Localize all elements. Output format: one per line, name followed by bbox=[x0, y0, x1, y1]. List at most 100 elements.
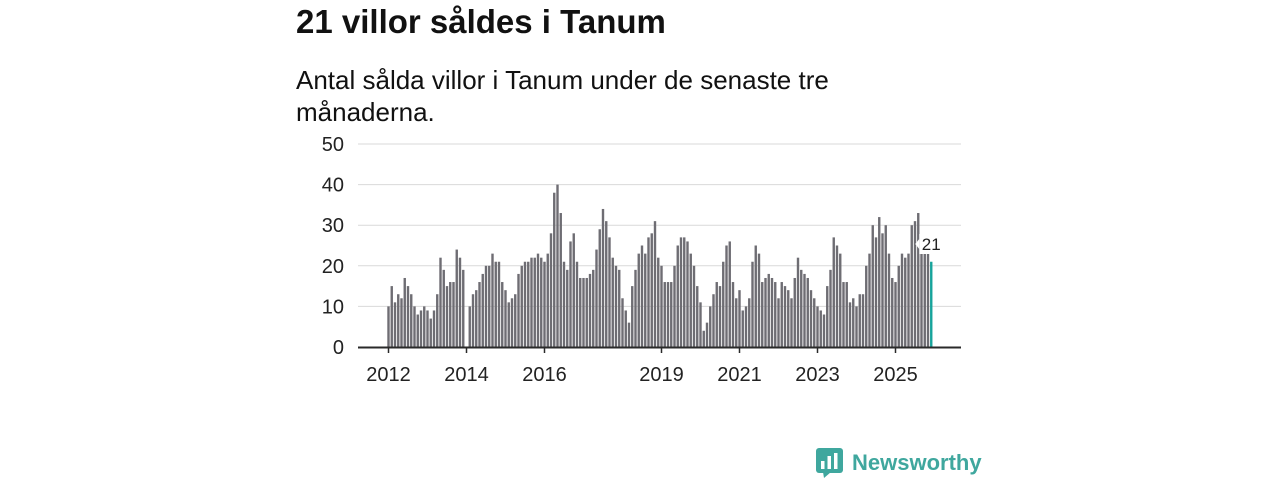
bar-2018-12 bbox=[657, 257, 660, 347]
bar-2019-05 bbox=[673, 265, 676, 347]
y-axis: 0 10 20 30 40 50 bbox=[322, 134, 344, 359]
bar-2016-05 bbox=[556, 184, 559, 347]
bar-2012-01 bbox=[387, 306, 390, 347]
highlight-bar-2025-12 bbox=[930, 261, 933, 347]
bar-2017-01 bbox=[582, 277, 585, 347]
bar-2014-11 bbox=[497, 261, 501, 347]
bar-2013-05 bbox=[439, 257, 442, 347]
bar-2020-12 bbox=[735, 298, 738, 347]
x-tick-label: 2025 bbox=[873, 364, 918, 386]
bar-2022-10 bbox=[806, 277, 809, 347]
bar-2013-03 bbox=[432, 310, 436, 347]
bar-2025-11 bbox=[926, 253, 930, 347]
bar-2021-11 bbox=[770, 277, 774, 347]
bar-2012-07 bbox=[406, 286, 410, 347]
bar-2019-10 bbox=[689, 253, 692, 347]
bar-2021-02 bbox=[741, 310, 744, 347]
bar-2023-12 bbox=[852, 298, 855, 347]
bar-2012-08 bbox=[410, 294, 413, 347]
data-label-pointer bbox=[915, 239, 920, 249]
bar-2018-06 bbox=[637, 253, 640, 347]
bar-2012-03 bbox=[393, 302, 397, 347]
bar-2024-11 bbox=[887, 253, 891, 347]
bar-2021-09 bbox=[764, 277, 767, 347]
bar-2016-11 bbox=[575, 261, 579, 347]
bar-2015-06 bbox=[520, 265, 523, 347]
bar-2025-07 bbox=[913, 221, 917, 347]
bar-2020-02 bbox=[702, 330, 705, 347]
bar-2022-07 bbox=[796, 257, 800, 347]
bar-2015-11 bbox=[536, 253, 540, 347]
y-tick-label: 30 bbox=[322, 215, 344, 237]
bar-2018-03 bbox=[627, 322, 631, 347]
bar-2021-08 bbox=[761, 282, 764, 347]
bar-2017-03 bbox=[588, 273, 592, 347]
bar-2014-06 bbox=[481, 273, 484, 347]
bar-2021-05 bbox=[751, 261, 754, 347]
bar-2023-08 bbox=[839, 253, 842, 347]
bar-2019-04 bbox=[670, 282, 673, 347]
bar-2016-10 bbox=[572, 233, 575, 347]
bar-2013-09 bbox=[452, 282, 455, 347]
bar-2016-06 bbox=[559, 213, 562, 347]
bar-2024-08 bbox=[878, 217, 881, 347]
y-tick-label: 20 bbox=[322, 256, 344, 278]
bar-2016-02 bbox=[546, 253, 549, 347]
bar-2017-10 bbox=[611, 257, 614, 347]
bar-2018-09 bbox=[647, 237, 650, 347]
bar-2016-08 bbox=[566, 269, 569, 347]
bar-2024-09 bbox=[881, 233, 884, 347]
bar-2022-09 bbox=[803, 273, 806, 347]
bar-2016-04 bbox=[553, 192, 556, 347]
y-tick-label: 10 bbox=[322, 296, 344, 318]
bar-2020-03 bbox=[705, 322, 709, 347]
bar-2020-07 bbox=[718, 286, 722, 347]
data-label-last-value: 21 bbox=[922, 235, 941, 254]
bar-2014-08 bbox=[488, 265, 491, 347]
x-tick-label: 2019 bbox=[639, 364, 684, 386]
brand-name: Newsworthy bbox=[852, 450, 982, 475]
bar-2017-08 bbox=[605, 221, 608, 347]
bar-2021-07 bbox=[757, 253, 761, 347]
bar-2023-02 bbox=[819, 310, 822, 347]
bar-2025-04 bbox=[904, 257, 907, 347]
bar-2016-07 bbox=[562, 261, 566, 347]
x-tick-label: 2014 bbox=[444, 364, 489, 386]
bar-2022-06 bbox=[793, 277, 796, 347]
bar-2014-09 bbox=[491, 253, 494, 347]
bar-2014-12 bbox=[501, 282, 504, 347]
bar-chart-logo-icon bbox=[816, 448, 843, 478]
x-tick-label: 2016 bbox=[522, 364, 567, 386]
bar-2023-06 bbox=[832, 237, 835, 347]
bar-2015-03 bbox=[510, 298, 514, 347]
bar-2024-03 bbox=[861, 294, 865, 347]
bar-2024-07 bbox=[874, 237, 878, 347]
bar-2014-03 bbox=[471, 294, 475, 347]
x-tick-label: 2023 bbox=[795, 364, 840, 386]
bar-2023-07 bbox=[835, 245, 839, 347]
x-tick-label: 2021 bbox=[717, 364, 762, 386]
x-axis: 2012 2014 2016 2019 2021 2023 2025 bbox=[358, 346, 961, 386]
bar-2025-01 bbox=[894, 282, 897, 347]
bar-2025-06 bbox=[910, 225, 913, 347]
data-label-background bbox=[919, 234, 945, 254]
bar-2018-02 bbox=[624, 310, 627, 347]
bar-2016-03 bbox=[549, 233, 553, 347]
bar-2019-12 bbox=[696, 286, 699, 347]
chart-subtitle: Antal sålda villor i Tanum under de sena… bbox=[296, 65, 829, 127]
bar-2018-05 bbox=[634, 269, 637, 347]
y-tick-label: 0 bbox=[333, 337, 344, 359]
highlight-label: 21 bbox=[915, 234, 945, 254]
bar-2016-09 bbox=[569, 241, 572, 347]
bar-2018-04 bbox=[631, 286, 634, 347]
bar-2015-05 bbox=[517, 273, 520, 347]
bar-2022-03 bbox=[783, 286, 787, 347]
bar-2024-01 bbox=[855, 306, 858, 347]
bar-2015-01 bbox=[504, 290, 507, 347]
bar-2021-10 bbox=[767, 273, 770, 347]
bar-2017-09 bbox=[608, 237, 611, 347]
bar-2012-06 bbox=[403, 277, 406, 347]
bar-2020-08 bbox=[722, 261, 725, 347]
bar-2024-10 bbox=[884, 225, 887, 347]
